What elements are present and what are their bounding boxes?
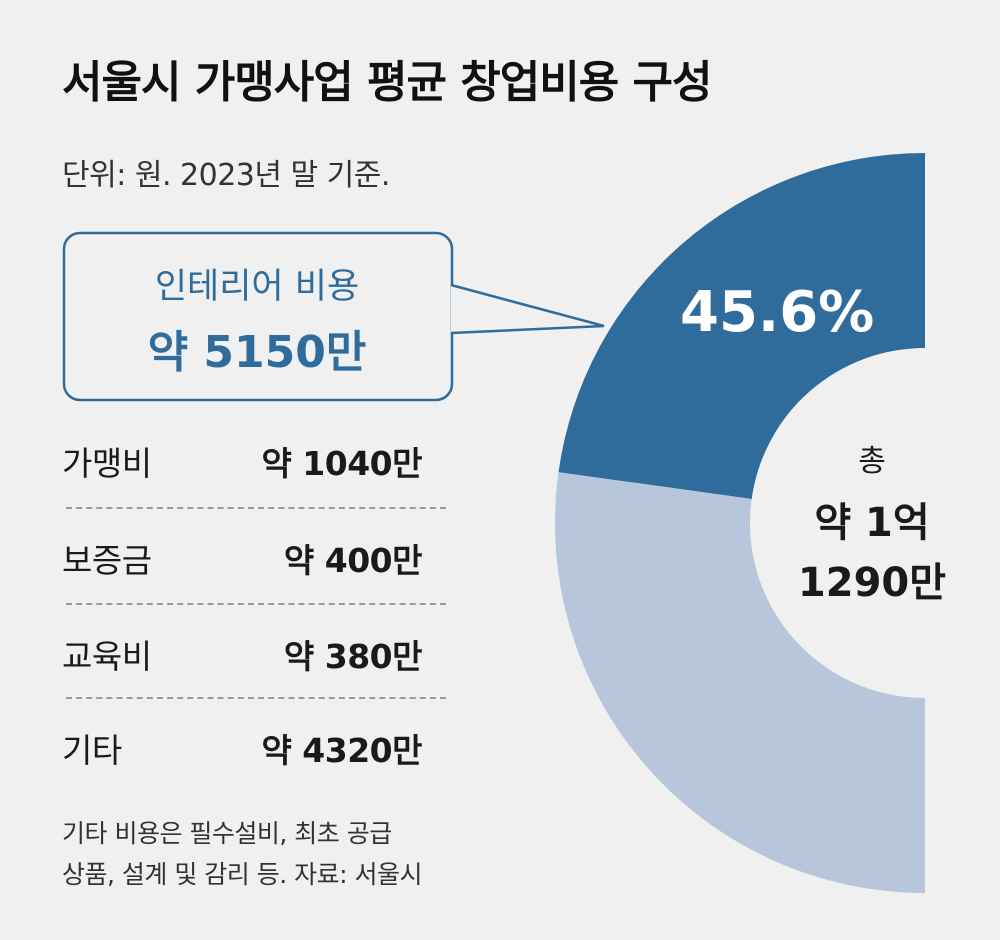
row-category: 교육비 <box>62 637 152 676</box>
highlight-percent-label: 45.6% <box>680 280 875 345</box>
callout-label: 인테리어 비용 <box>154 267 360 307</box>
cost-row-training: 교육비 약 380만 <box>62 630 450 680</box>
row-category: 기타 <box>62 731 122 770</box>
donut-slice-rest <box>555 472 925 893</box>
chart-subtitle: 단위: 원. 2023년 말 기준. <box>62 158 390 193</box>
row-divider <box>66 697 446 699</box>
row-value: 약 400만 <box>283 541 423 580</box>
row-divider <box>66 507 446 509</box>
footnote-line-1: 기타 비용은 필수설비, 최초 공급 <box>62 819 392 848</box>
row-category: 보증금 <box>62 541 152 580</box>
callout-pointer <box>451 285 604 333</box>
callout-value: 약 5150만 <box>147 327 367 378</box>
donut-total-value-line1: 약 1억 <box>814 500 930 546</box>
chart-title: 서울시 가맹사업 평균 창업비용 구성 <box>62 57 712 108</box>
row-value: 약 380만 <box>283 637 423 676</box>
row-value: 약 4320만 <box>261 731 422 770</box>
donut-slice-highlight <box>558 153 925 499</box>
row-divider <box>66 603 446 605</box>
cost-row-other: 기타 약 4320만 <box>62 724 450 774</box>
cost-row-deposit: 보증금 약 400만 <box>62 534 450 584</box>
callout-pointer-line <box>450 283 605 335</box>
row-category: 가맹비 <box>62 444 152 483</box>
cost-row-franchise-fee: 가맹비 약 1040만 <box>62 437 450 487</box>
donut-total-label: 총 <box>858 444 886 479</box>
donut-total-value-line2: 1290만 <box>797 560 947 606</box>
footnote-line-2: 상품, 설계 및 감리 등. 자료: 서울시 <box>62 860 423 889</box>
row-value: 약 1040만 <box>261 444 422 483</box>
